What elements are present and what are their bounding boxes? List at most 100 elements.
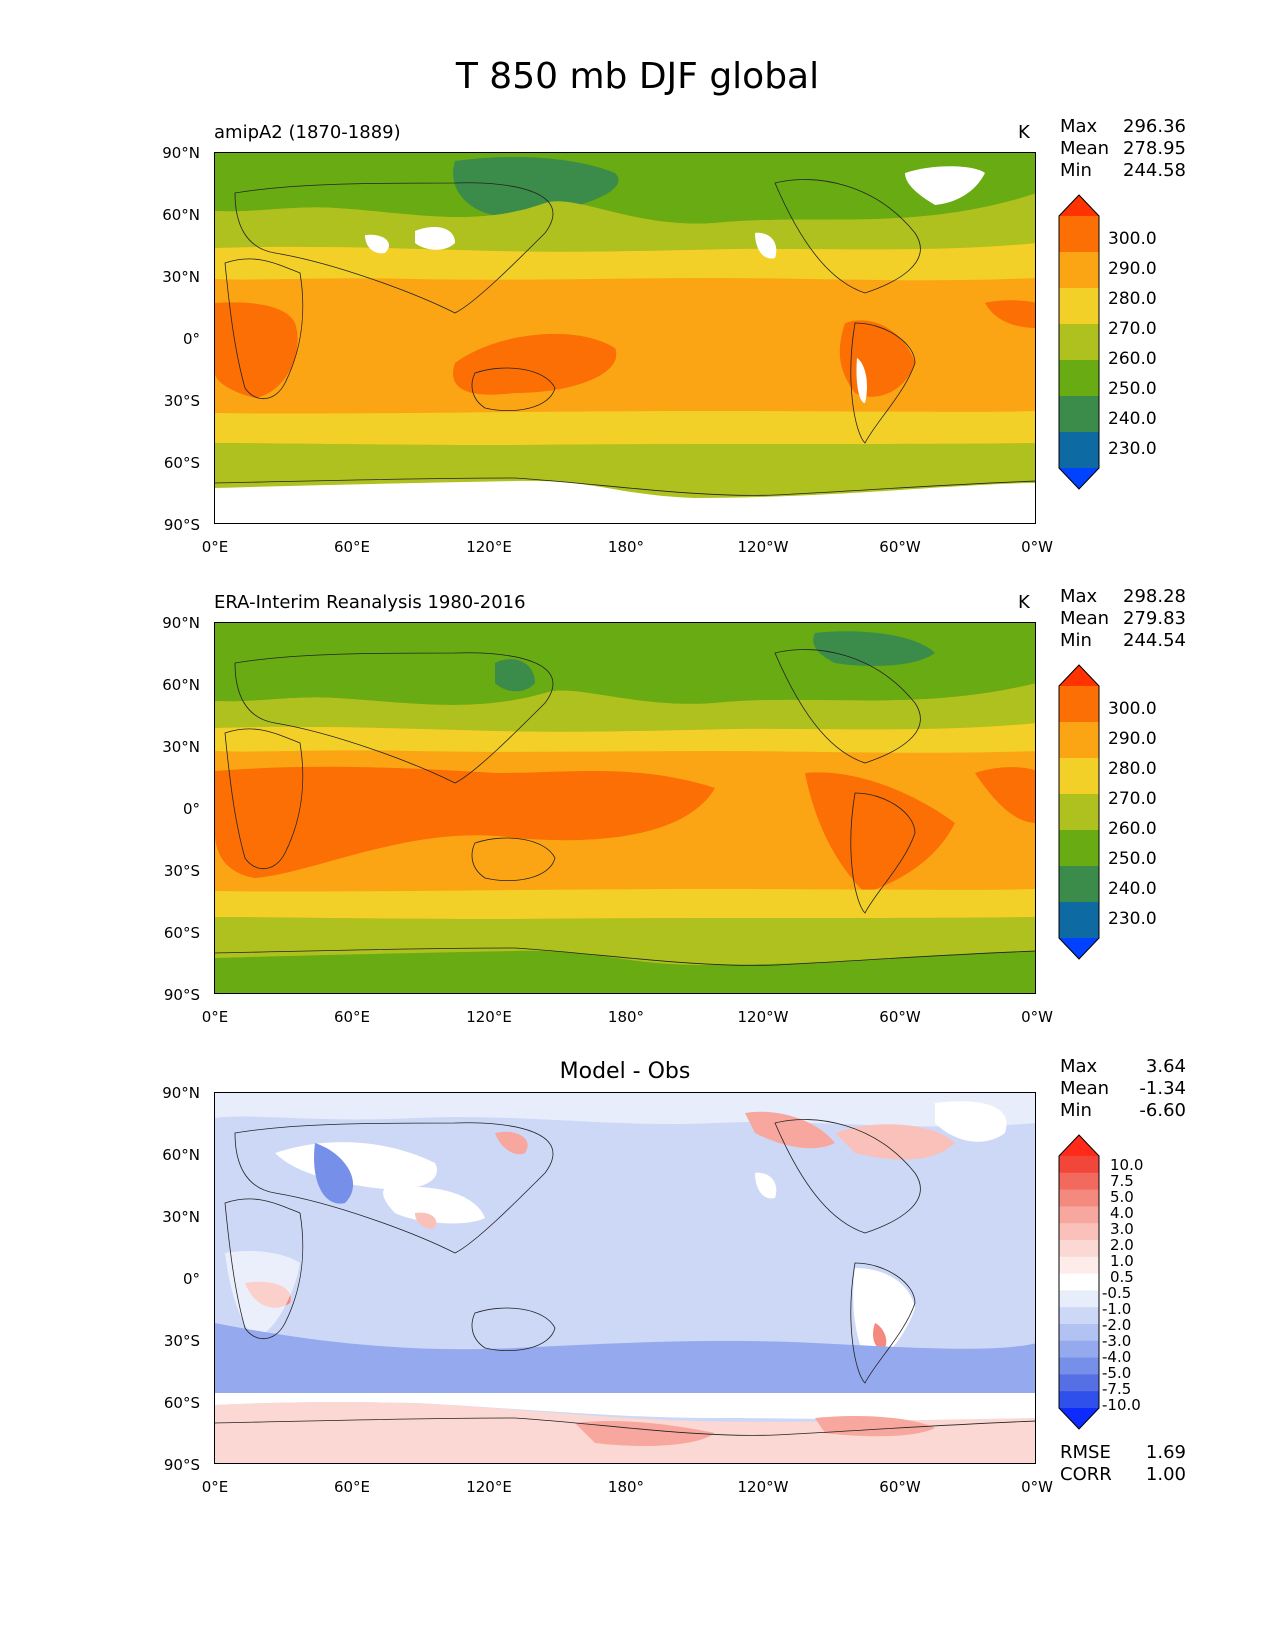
colorbar-swatch	[1059, 1256, 1099, 1275]
colorbar-outline	[1058, 664, 1100, 960]
colorbar-swatches	[1058, 664, 1100, 960]
units-label: K	[1018, 592, 1030, 613]
colorbar-swatch	[1059, 1340, 1099, 1359]
y-tick-label: 90°S	[163, 1456, 200, 1474]
figure-title: T 850 mb DJF global	[455, 56, 820, 97]
colorbar-label: -10.0	[1102, 1396, 1141, 1414]
y-tick-label: 0°	[182, 1270, 200, 1288]
colorbar-swatch	[1059, 1324, 1099, 1342]
corr-label: CORR	[1060, 1464, 1112, 1485]
colorbar-outline	[1058, 194, 1100, 490]
colorbar-swatch	[1059, 324, 1099, 361]
colorbar-swatch	[1059, 1240, 1099, 1258]
colorbar-label: -5.0	[1102, 1364, 1132, 1382]
colorbar-label: 300.0	[1108, 229, 1157, 249]
y-tick-label: 90°S	[163, 986, 200, 1004]
colorbar-label: -0.5	[1102, 1284, 1132, 1302]
colorbar-label: 260.0	[1108, 819, 1157, 839]
y-tick-label: 60°S	[163, 1394, 200, 1412]
colorbar-label: 4.0	[1110, 1204, 1134, 1222]
colorbar-label: 230.0	[1108, 439, 1157, 459]
stat-mean-label: Mean	[1060, 1078, 1110, 1099]
colorbar-label: 240.0	[1108, 409, 1157, 429]
corr-value: 1.00	[1145, 1464, 1186, 1485]
colorbar-swatch	[1059, 432, 1099, 469]
panel-title: ERA-Interim Reanalysis 1980-2016	[214, 592, 526, 613]
colorbar-label: -4.0	[1102, 1348, 1132, 1366]
colorbar-label: 250.0	[1108, 379, 1157, 399]
colorbar-swatches	[1058, 194, 1100, 490]
x-tick-label: 120°W	[737, 1478, 789, 1496]
colorbar-extend-max	[1059, 195, 1099, 216]
colorbar-swatch	[1059, 1223, 1099, 1241]
x-tick-label: 60°E	[333, 538, 371, 556]
colorbar-swatch	[1059, 1206, 1099, 1224]
colorbar-label: 270.0	[1108, 319, 1157, 339]
colorbar-swatch	[1059, 360, 1099, 397]
colorbar-label: 280.0	[1108, 289, 1157, 309]
colorbar-swatches	[1058, 1134, 1100, 1430]
y-tick-label: 30°N	[162, 268, 200, 286]
colorbar-swatch	[1059, 288, 1099, 325]
colorbar-swatch	[1059, 758, 1099, 795]
x-tick-label: 120°E	[466, 538, 512, 556]
colorbar-swatch	[1059, 1357, 1099, 1375]
colorbar-label: 3.0	[1110, 1220, 1134, 1238]
colorbar-swatch	[1059, 1307, 1099, 1325]
colorbar-swatch	[1059, 830, 1099, 867]
colorbar-label: 2.0	[1110, 1236, 1134, 1254]
colorbar-swatch	[1059, 1189, 1099, 1207]
colorbar-label: 290.0	[1108, 729, 1157, 749]
x-tick-label: 120°W	[737, 538, 789, 556]
x-tick-label: 180°	[607, 538, 645, 556]
colorbar-label: 0.5	[1110, 1268, 1134, 1286]
colorbar-swatch	[1059, 866, 1099, 903]
colorbar-swatch	[1059, 1374, 1099, 1392]
colorbar-label: 280.0	[1108, 759, 1157, 779]
y-tick-label: 60°S	[163, 454, 200, 472]
colorbar-swatch	[1059, 396, 1099, 433]
colorbar-swatch	[1059, 722, 1099, 759]
colorbar-swatch	[1059, 686, 1099, 723]
colorbar-label: 250.0	[1108, 849, 1157, 869]
x-tick-label: 0°E	[201, 1008, 229, 1026]
colorbar-extend-min	[1059, 468, 1099, 489]
stat-min-label: Min	[1060, 630, 1092, 651]
x-tick-label: 60°E	[333, 1008, 371, 1026]
colorbar-outline	[1058, 1134, 1100, 1430]
colorbar	[1058, 194, 1100, 490]
stat-min-value: 244.54	[1123, 630, 1186, 651]
colorbar-swatch	[1059, 216, 1099, 253]
y-tick-label: 90°N	[162, 144, 200, 162]
colorbar-swatch	[1059, 1391, 1099, 1409]
x-tick-label: 60°W	[879, 1008, 921, 1026]
x-tick-label: 60°E	[333, 1478, 371, 1496]
y-tick-label: 90°N	[162, 614, 200, 632]
colorbar-swatch	[1059, 1273, 1099, 1291]
colorbar-swatch	[1059, 1156, 1099, 1174]
x-tick-label: 0°E	[201, 538, 229, 556]
x-tick-label: 60°W	[879, 1478, 921, 1496]
units-label: K	[1018, 122, 1030, 143]
colorbar-label: 1.0	[1110, 1252, 1134, 1270]
x-tick-label: 180°	[607, 1008, 645, 1026]
colorbar-label: 240.0	[1108, 879, 1157, 899]
colorbar-swatch	[1059, 794, 1099, 831]
x-tick-label: 0°W	[1021, 1478, 1053, 1496]
stat-max-value: 298.28	[1123, 586, 1186, 607]
x-tick-label: 0°W	[1021, 538, 1053, 556]
panel-title: Model - Obs	[559, 1059, 691, 1084]
stat-mean-value: 279.83	[1123, 608, 1186, 629]
y-tick-label: 30°S	[163, 862, 200, 880]
stat-max-value: 296.36	[1123, 116, 1186, 137]
x-tick-label: 60°W	[879, 538, 921, 556]
x-tick-label: 0°E	[201, 1478, 229, 1496]
colorbar-label: 300.0	[1108, 699, 1157, 719]
rmse-label: RMSE	[1060, 1442, 1111, 1463]
y-tick-label: 0°	[182, 800, 200, 818]
stat-min-value: -6.60	[1139, 1100, 1186, 1121]
colorbar-label: -1.0	[1102, 1300, 1132, 1318]
colorbar-swatch	[1059, 252, 1099, 289]
stat-mean-value: -1.34	[1139, 1078, 1186, 1099]
colorbar-extend-min	[1059, 938, 1099, 959]
